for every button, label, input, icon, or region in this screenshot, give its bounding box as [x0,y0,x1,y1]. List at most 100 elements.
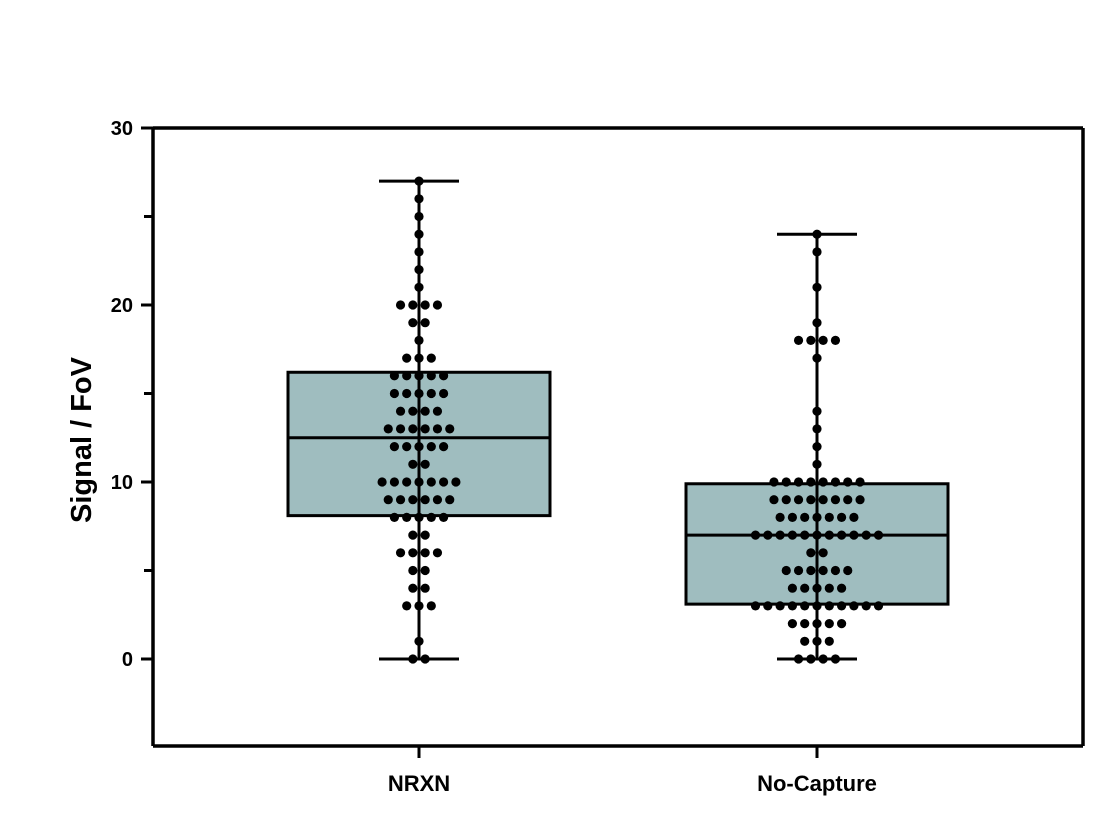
data-point [414,477,424,487]
data-point [849,512,859,523]
data-point [420,459,430,469]
data-point [426,388,436,399]
data-point [426,442,436,452]
data-point [824,512,834,523]
data-point [837,512,847,523]
data-point [793,654,804,664]
x-tick-label: No-Capture [757,771,877,796]
data-point [389,388,399,399]
data-point [812,583,822,593]
data-point [861,601,871,611]
data-point [775,530,785,540]
data-point [812,619,822,629]
data-point [420,495,430,505]
data-point [420,548,430,558]
data-point [793,477,804,487]
data-point [812,406,822,416]
data-point [787,530,798,540]
data-point [426,477,436,487]
data-point [432,300,443,310]
data-point [432,495,443,505]
data-point [793,335,804,345]
data-point [439,477,449,487]
data-point [812,636,822,646]
data-point [402,601,412,611]
data-point [830,477,841,487]
data-point [750,601,761,611]
data-point [873,601,884,611]
data-point [402,388,412,399]
data-point [432,424,443,434]
data-point [787,619,798,629]
y-tick-label: 0 [122,649,133,671]
data-point [855,477,865,487]
data-point [812,424,822,434]
data-point [402,512,412,523]
data-point [414,335,424,345]
data-point [775,512,785,523]
data-point [408,530,418,540]
data-point [830,565,841,576]
data-point [389,512,399,523]
data-point [787,601,798,611]
data-point [395,548,406,558]
data-point [389,442,399,452]
data-point [414,388,424,399]
box-group [286,176,552,664]
data-point [395,495,406,505]
data-point [837,601,847,611]
data-point [439,371,449,381]
data-point [389,477,399,487]
data-point [402,442,412,452]
data-point [414,442,424,452]
data-point [787,583,798,593]
data-point [432,548,443,558]
data-point [800,619,810,629]
data-point [843,477,853,487]
data-point [824,583,834,593]
data-point [383,495,393,505]
data-point [408,583,418,593]
data-point [812,229,822,239]
data-point [824,601,834,611]
data-point [763,601,773,611]
data-point [849,601,859,611]
data-point [837,530,847,540]
data-point [800,512,810,523]
data-point [420,583,430,593]
data-point [781,477,791,487]
data-point [812,512,822,523]
data-point [408,300,418,310]
data-point [781,495,791,505]
data-point [818,565,828,576]
data-point [793,565,804,576]
data-point [402,353,412,363]
data-point [414,282,424,292]
data-point [843,565,853,576]
data-point [414,211,424,222]
data-point [408,318,418,328]
data-point [818,477,828,487]
data-point [837,583,847,593]
data-point [414,194,424,204]
data-point [439,512,449,523]
data-point [812,282,822,292]
box-group [684,229,950,664]
data-point [843,495,853,505]
y-tick-label: 20 [111,295,133,317]
data-point [395,406,406,416]
data-point [408,406,418,416]
data-point [402,371,412,381]
data-point [769,477,779,487]
data-point [395,300,406,310]
data-point [420,530,430,540]
data-point [445,495,455,505]
data-point [377,477,387,487]
y-axis-title: Signal / FoV [66,356,98,523]
data-point [806,548,816,558]
data-point [800,530,810,540]
data-point [800,636,810,646]
data-point [793,495,804,505]
data-point [420,565,430,576]
data-point [861,530,871,540]
